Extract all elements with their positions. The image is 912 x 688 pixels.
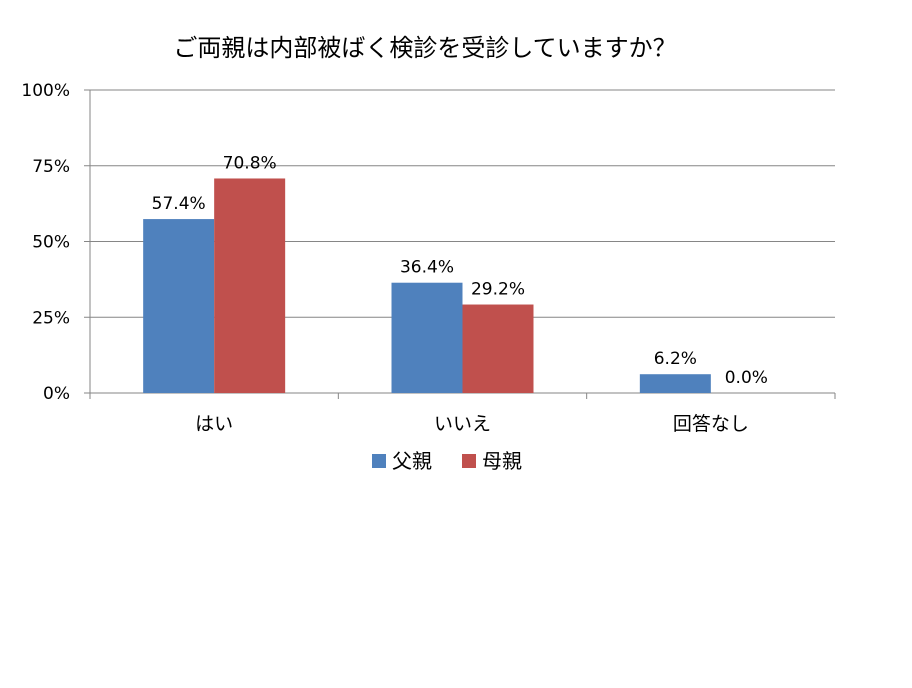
legend-swatch [372,454,386,468]
legend-label: 父親 [392,449,432,473]
bars [143,178,711,393]
legend-label: 母親 [482,449,522,473]
data-label: 36.4% [400,258,454,278]
y-tick-label: 50% [32,233,70,253]
bar-mother [214,178,286,393]
data-label: 0.0% [725,368,768,388]
bar-father [391,282,463,393]
data-label: 70.8% [223,153,277,173]
y-tick-label: 75% [32,157,70,177]
y-tick-label: 0% [43,384,70,404]
y-tick-label: 25% [32,308,70,328]
x-tick-label: いいえ [434,413,491,435]
bar-mother [462,304,534,393]
axes: 0% 25% 50% 75% 100% はい いいえ 回答なし [21,81,836,435]
x-tick-label: 回答なし [673,413,749,435]
bar-father [143,219,215,393]
legend: 父親 母親 [372,449,522,473]
x-tick-label: はい [195,413,233,435]
bar-father [639,374,711,393]
chart-title: ご両親は内部被ばく検診を受診していますか？ [173,34,676,62]
data-label: 57.4% [152,194,206,214]
legend-swatch [462,454,476,468]
y-tick-label: 100% [21,81,70,101]
data-label: 6.2% [654,349,697,369]
data-labels: 57.4% 36.4% 6.2% 70.8% 29.2% 0.0% [152,153,768,388]
data-label: 29.2% [471,280,525,300]
